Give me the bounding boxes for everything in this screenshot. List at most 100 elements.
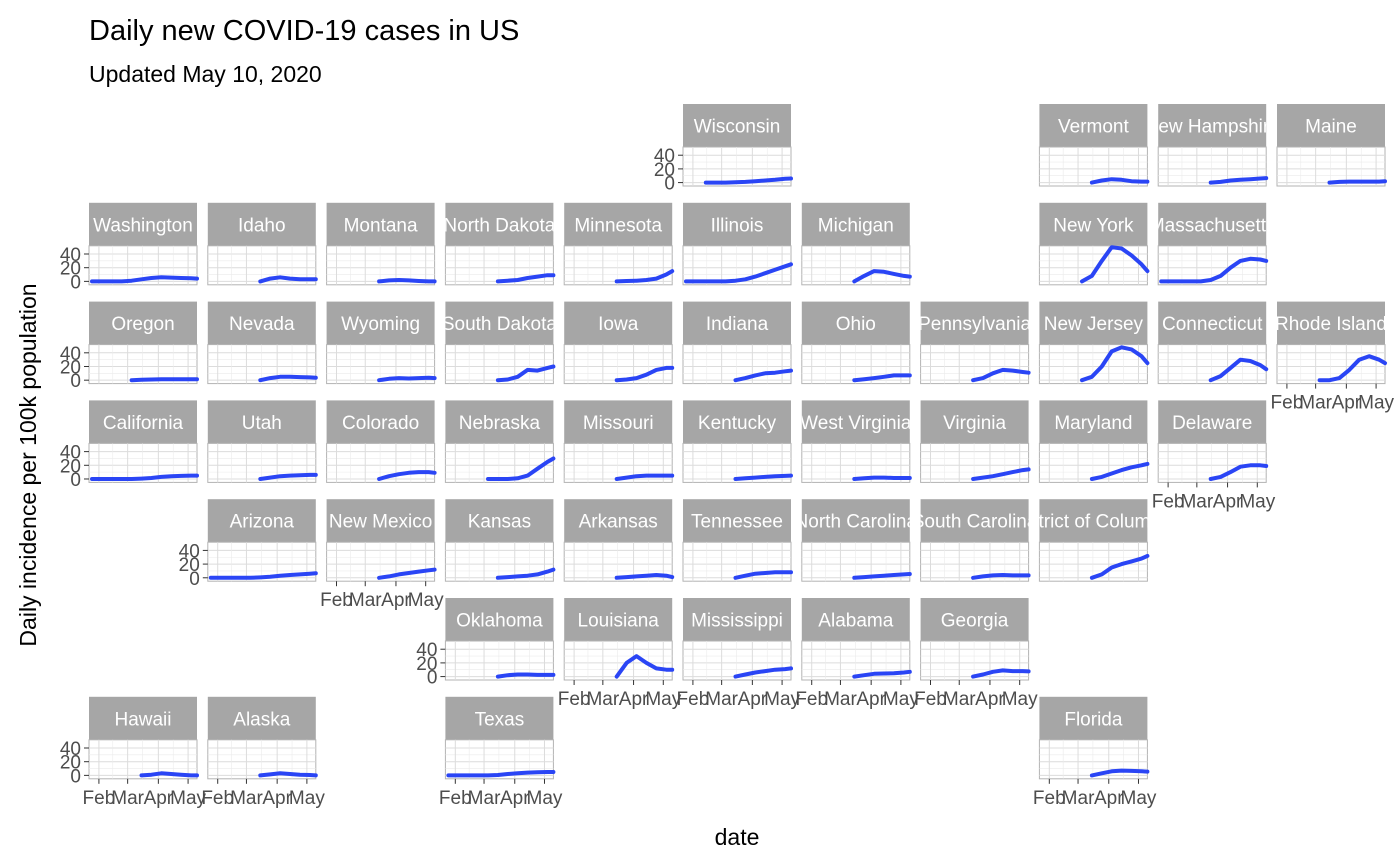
series-line (1080, 345, 1150, 383)
facet-strip (564, 202, 673, 246)
x-tick-label: Mar (824, 689, 857, 710)
series-line (733, 368, 793, 383)
series-line (129, 377, 199, 383)
facet-strip-label: Florida (1064, 709, 1123, 730)
facet-strip (683, 104, 791, 147)
x-tick-label: Apr (975, 689, 1005, 710)
facet-strip (683, 499, 791, 543)
series-line (1089, 768, 1150, 778)
facet-strip (683, 598, 791, 641)
facet-strip (683, 202, 791, 246)
facet-strip-label: District of Columbia (1011, 512, 1176, 533)
y-tick-label: 40 (60, 739, 81, 760)
facet-strip-label: Illinois (711, 215, 764, 236)
facet-panel: Pennsylvania (920, 301, 1031, 385)
facet-strip (207, 696, 316, 740)
facet-strip (207, 400, 316, 444)
plot-panel (1157, 442, 1267, 483)
series-line (852, 669, 912, 679)
series-line (733, 570, 793, 580)
plot-panel (1276, 146, 1386, 187)
x-tick-label: Apr (738, 689, 768, 710)
facet-panel: Kansas (444, 499, 556, 582)
plot-panel (326, 442, 436, 483)
x-tick-label: Apr (1332, 393, 1362, 414)
x-tick-label: Apr (500, 788, 530, 809)
facet-strip-label: Connecticut (1162, 314, 1263, 335)
facet-strip (1277, 104, 1385, 147)
plot-panel (563, 344, 673, 385)
facet-strip (326, 202, 435, 246)
facet-strip-label: New York (1053, 215, 1134, 236)
x-tick-label: Mar (1180, 491, 1213, 512)
x-tick-label: May (1358, 393, 1394, 414)
facet-panel: Colorado (326, 400, 437, 483)
plot-panel (1157, 344, 1267, 385)
facet-panel: North Carolina (801, 499, 912, 582)
facet-strip-label: South Dakota (442, 314, 558, 335)
facet-strip (89, 301, 197, 345)
facet-strip-label: Rhode Island (1275, 314, 1387, 335)
facet-strip (326, 400, 435, 444)
chart-title: Daily new COVID-19 cases in US (89, 15, 519, 47)
facet-panel: Wyoming (326, 301, 437, 385)
facet-panel: Michigan (801, 202, 912, 286)
y-tick-label: 0 (70, 272, 81, 293)
series-line (614, 654, 675, 679)
series-line (1080, 245, 1150, 284)
facet-strip-label: California (103, 413, 184, 434)
y-tick-label: 40 (60, 344, 81, 365)
facet-strip (89, 696, 197, 740)
facet-strip-label: West Virginia (800, 413, 912, 434)
x-axis-title: date (715, 824, 760, 850)
x-tick-label: May (645, 689, 681, 710)
x-tick-label: Feb (795, 689, 828, 710)
facet-strip (445, 301, 554, 345)
facet-strip-label: Wisconsin (694, 117, 781, 138)
facet-panel: Massachusetts (1157, 202, 1269, 286)
facet-strip-label: New Hampshire (1145, 117, 1280, 138)
plot-panel (1038, 442, 1148, 483)
facet-strip (1158, 301, 1267, 345)
plot-panel (1038, 245, 1148, 286)
series-line (90, 473, 199, 481)
y-tick-label: 0 (189, 569, 200, 590)
x-tick-label: Apr (1094, 788, 1124, 809)
series-line (703, 176, 793, 185)
facet-strip-label: Arizona (230, 512, 295, 533)
facet-strip-label: Mississippi (691, 611, 783, 632)
facet-strip (326, 301, 435, 345)
facet-strip-label: Arkansas (579, 512, 658, 533)
facet-strip-label: Nebraska (459, 413, 541, 434)
facet-strip (801, 301, 910, 345)
facet-panel: New York (1038, 202, 1150, 286)
facet-panel: Nebraska (444, 400, 556, 483)
series-line (852, 373, 912, 383)
x-tick-label: Feb (1271, 393, 1304, 414)
y-tick-label: 20 (60, 259, 81, 280)
x-tick-label: May (1002, 689, 1038, 710)
x-tick-label: May (408, 590, 444, 611)
facet-strip-label: South Carolina (912, 512, 1038, 533)
facet-strip (801, 202, 910, 246)
facet-strip-label: Texas (475, 709, 525, 730)
plot-panel (920, 442, 1030, 483)
y-tick-label: 20 (60, 456, 81, 477)
facet-strip-label: Montana (344, 215, 418, 236)
plot-panel (326, 245, 436, 286)
y-tick-label: 40 (654, 146, 675, 167)
x-tick-label: Apr (144, 788, 174, 809)
facet-strip-label: New Mexico (329, 512, 432, 533)
facet-panel: South Carolina (912, 499, 1038, 582)
series-line (1089, 553, 1150, 580)
y-tick-label: 20 (416, 654, 437, 675)
series-line (486, 456, 556, 481)
